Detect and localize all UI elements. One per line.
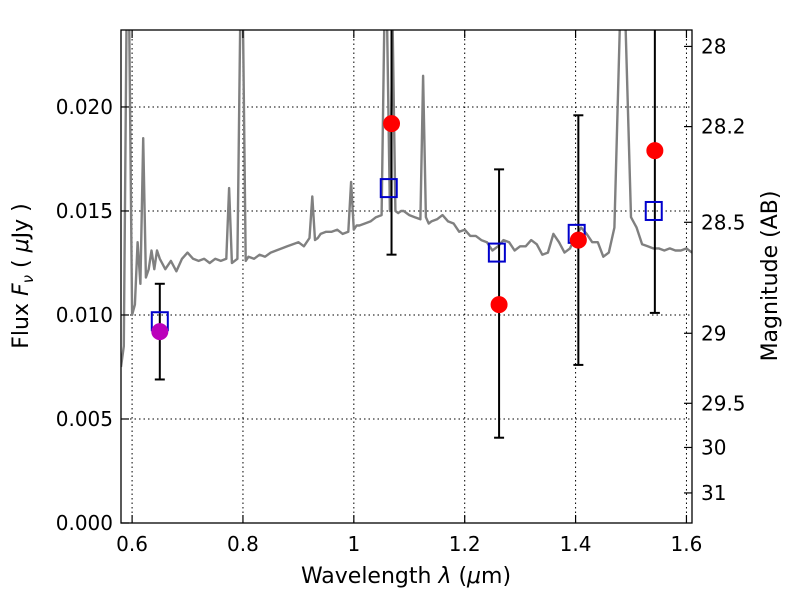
- x-tick-label: 0.6: [116, 532, 148, 556]
- observed-flux-point: [151, 323, 169, 341]
- x-tick-label: 1: [347, 532, 360, 556]
- y-tick-label: 0.010: [56, 303, 113, 327]
- x-tick-label: 1.4: [560, 532, 592, 556]
- observed-flux-point: [490, 296, 508, 314]
- tick-labels: 0.6 0.8 1 1.2 1.4 1.6 0.000 0.005 0.010 0.015 0.02…: [56, 34, 746, 556]
- mag-tick-label: 29.5: [701, 391, 746, 415]
- y-axis-title: Flux Fν ( μJy ): [9, 203, 37, 348]
- mag-tick-label: 29: [701, 321, 726, 345]
- mag-tick-label: 30: [701, 435, 726, 459]
- plot-background: [121, 30, 692, 523]
- x-tick-label: 1.6: [671, 532, 703, 556]
- model-flux-marker: [644, 200, 663, 221]
- plot-frame: [120, 29, 693, 524]
- y-tick-label: 0.020: [56, 95, 113, 119]
- x-tick-label: 0.8: [227, 532, 259, 556]
- ticks: [121, 30, 692, 524]
- model-flux-marker: [379, 178, 398, 199]
- y-tick-label: 0.000: [56, 511, 113, 535]
- y-right-axis-title: Magnitude (AB): [758, 191, 783, 362]
- model-flux-marker: [487, 242, 506, 263]
- y-tick-label: 0.005: [56, 407, 113, 431]
- y-tick-label: 0.015: [56, 199, 113, 223]
- mag-tick-label: 28.5: [701, 210, 746, 234]
- observed-flux-point: [569, 231, 587, 249]
- observed-flux-point: [383, 115, 401, 133]
- x-axis-title: Wavelength λ (μm): [301, 564, 511, 589]
- mag-tick-label: 28.2: [701, 115, 746, 139]
- observed-flux-point: [646, 142, 664, 160]
- mag-tick-label: 31: [701, 481, 726, 505]
- series-layer: [121, 30, 692, 439]
- x-tick-label: 1.2: [449, 532, 481, 556]
- mag-tick-label: 28: [701, 34, 726, 58]
